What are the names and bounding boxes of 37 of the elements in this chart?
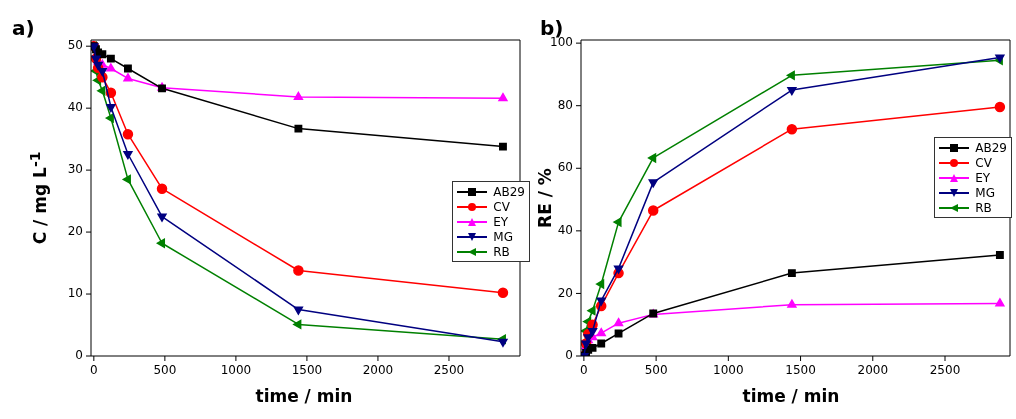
legend-label: RB xyxy=(975,200,992,215)
y-axis-title: RE / % xyxy=(535,168,555,228)
y-tick-label: 0 xyxy=(75,348,83,363)
legend-label: MG xyxy=(975,185,995,200)
x-tick-label: 2000 xyxy=(362,363,394,378)
y-tick-label: 50 xyxy=(67,38,83,53)
y-tick-label: 20 xyxy=(67,224,83,239)
legend-label: EY xyxy=(493,214,509,229)
y-tick-label: 40 xyxy=(67,100,83,115)
y-tick-label: 80 xyxy=(557,97,573,112)
x-tick-label: 500 xyxy=(153,363,177,378)
x-tick-label: 0 xyxy=(580,363,588,378)
x-tick-label: 500 xyxy=(644,363,668,378)
y-tick-label: 20 xyxy=(557,285,573,300)
legend-label: MG xyxy=(493,229,513,244)
y-tick-label: 30 xyxy=(67,162,83,177)
x-tick-label: 1500 xyxy=(785,363,816,378)
legend-label: CV xyxy=(493,199,510,214)
x-tick-label: 2000 xyxy=(857,363,889,378)
x-tick-label: 1000 xyxy=(713,363,744,378)
x-tick-label: 2500 xyxy=(929,363,961,378)
y-tick-label: 40 xyxy=(557,222,573,237)
x-tick-label: 2500 xyxy=(433,363,465,378)
y-tick-label: 60 xyxy=(557,160,573,175)
x-tick-label: 1000 xyxy=(220,363,252,378)
legend-label: AB29 xyxy=(493,184,525,199)
x-tick-label: 0 xyxy=(90,363,98,378)
x-axis-title: time / min xyxy=(255,386,353,406)
y-tick-label: 0 xyxy=(565,348,573,363)
legend-label: EY xyxy=(975,170,991,185)
legend-label: RB xyxy=(493,244,510,259)
legend-label: CV xyxy=(975,155,992,170)
x-axis-title: time / min xyxy=(742,386,840,406)
x-tick-label: 1500 xyxy=(291,363,323,378)
legend-label: AB29 xyxy=(975,140,1007,155)
chart-title: a) xyxy=(12,16,35,40)
y-tick-label: 10 xyxy=(67,286,83,301)
